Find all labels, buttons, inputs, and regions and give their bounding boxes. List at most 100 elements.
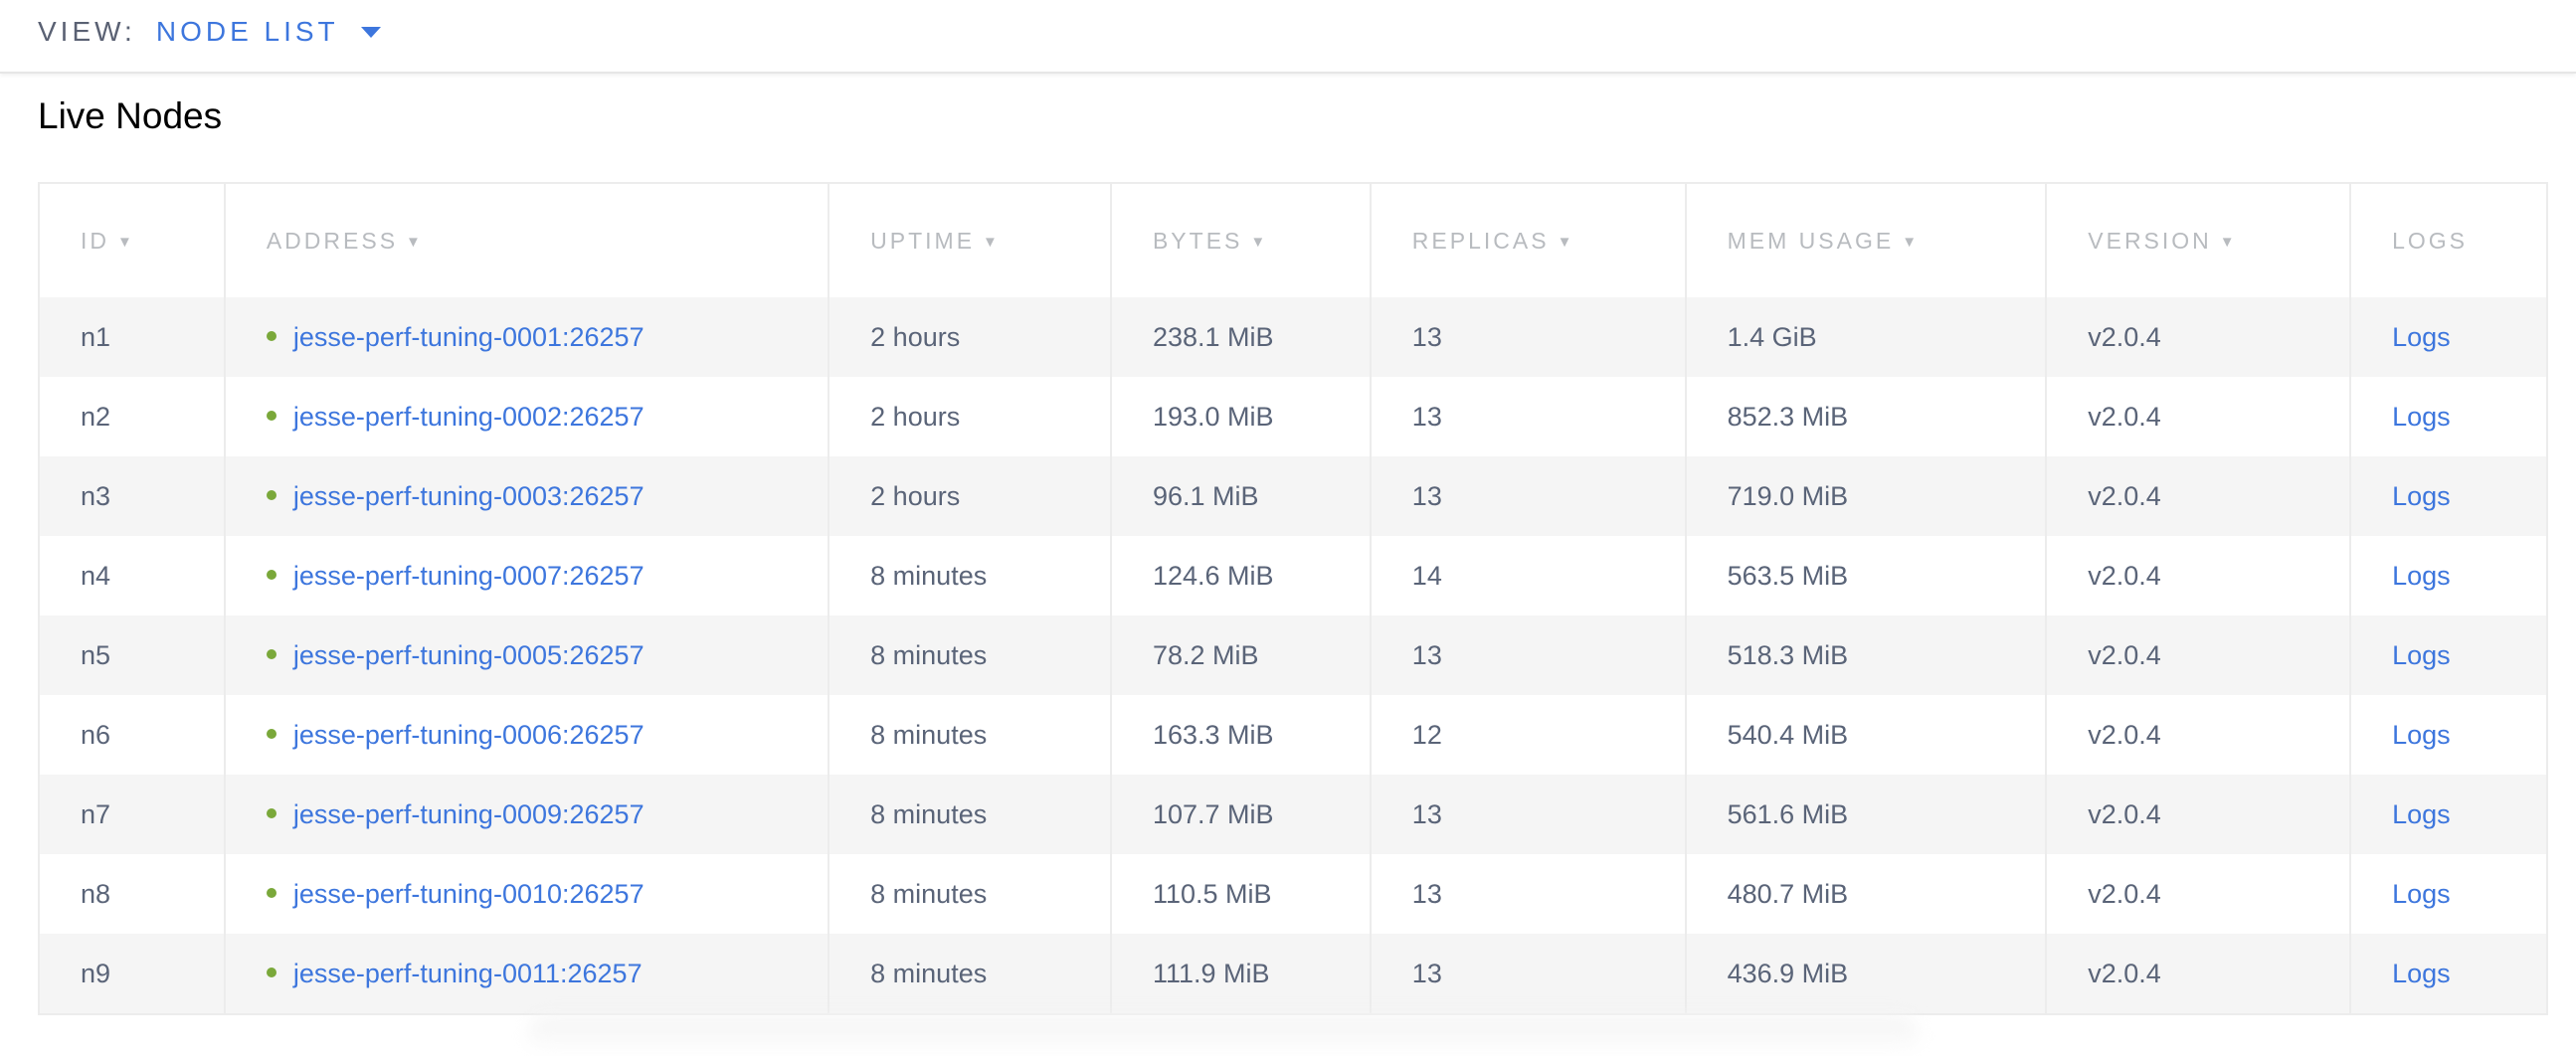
logs-link[interactable]: Logs <box>2392 719 2451 750</box>
column-header-label: VERSION <box>2088 227 2212 254</box>
logs-link[interactable]: Logs <box>2392 480 2451 511</box>
node-address-link[interactable]: jesse-perf-tuning-0010:26257 <box>292 878 644 909</box>
logs-link[interactable]: Logs <box>2392 639 2451 670</box>
view-dropdown[interactable]: NODE LIST <box>156 16 381 48</box>
cell-mem: 1.4 GiB <box>1684 297 2047 377</box>
logs-link[interactable]: Logs <box>2392 798 2451 829</box>
cell-id: n2 <box>38 377 225 456</box>
table-row: n5 jesse-perf-tuning-0005:26257 8 minutes 7… <box>38 616 2547 695</box>
cell-address: jesse-perf-tuning-0009:26257 <box>223 775 829 854</box>
cell-mem: 719.0 MiB <box>1684 456 2047 536</box>
cell-logs: Logs <box>2349 456 2547 536</box>
view-label: VIEW: <box>38 16 136 47</box>
column-header-id[interactable]: ID ▼ <box>38 183 225 297</box>
cell-address: jesse-perf-tuning-0003:26257 <box>223 456 829 536</box>
view-selector: VIEW: NODE LIST <box>38 16 381 48</box>
table-header-row: ID ▼ ADDRESS ▼ UPTIME ▼ BYTES ▼ REPLICAS ▼ MEM USA… <box>38 183 2547 297</box>
cell-id: n5 <box>38 616 225 695</box>
sort-arrow-icon[interactable]: ▼ <box>1557 233 1575 251</box>
cell-uptime: 2 hours <box>828 297 1111 377</box>
table-row: n7 jesse-perf-tuning-0009:26257 8 minutes 1… <box>38 775 2547 854</box>
sort-arrow-icon[interactable]: ▼ <box>1250 233 1269 251</box>
cell-id: n3 <box>38 456 225 536</box>
status-live-dot-icon <box>266 331 276 342</box>
cell-replicas: 13 <box>1369 456 1686 536</box>
page-title: Live Nodes <box>38 95 223 136</box>
cell-uptime: 8 minutes <box>828 616 1111 695</box>
cell-logs: Logs <box>2349 775 2547 854</box>
node-address-link[interactable]: jesse-perf-tuning-0009:26257 <box>292 798 644 829</box>
column-header-label: BYTES <box>1152 227 1243 254</box>
cell-version: v2.0.4 <box>2045 536 2351 616</box>
column-header-bytes[interactable]: BYTES ▼ <box>1109 183 1371 297</box>
nodes-table: ID ▼ ADDRESS ▼ UPTIME ▼ BYTES ▼ REPLICAS ▼ MEM USA… <box>38 182 2548 1015</box>
table-body: n1 jesse-perf-tuning-0001:26257 2 hours 238… <box>38 297 2547 1014</box>
logs-link[interactable]: Logs <box>2392 401 2451 432</box>
table-row: n8 jesse-perf-tuning-0010:26257 8 minutes 1… <box>38 854 2547 934</box>
cell-replicas: 13 <box>1369 854 1686 934</box>
sort-arrow-icon[interactable]: ▼ <box>1902 233 1921 251</box>
cell-version: v2.0.4 <box>2045 377 2351 456</box>
logs-link[interactable]: Logs <box>2392 958 2451 988</box>
node-address-link[interactable]: jesse-perf-tuning-0007:26257 <box>292 560 644 591</box>
node-address-link[interactable]: jesse-perf-tuning-0005:26257 <box>292 639 644 670</box>
cell-version: v2.0.4 <box>2045 775 2351 854</box>
column-header-label: UPTIME <box>870 227 976 254</box>
view-bar: VIEW: NODE LIST <box>0 0 2576 74</box>
sort-arrow-icon[interactable]: ▼ <box>406 233 424 251</box>
cell-uptime: 8 minutes <box>828 536 1111 616</box>
status-live-dot-icon <box>266 490 276 501</box>
cell-uptime: 8 minutes <box>828 775 1111 854</box>
table-row: n3 jesse-perf-tuning-0003:26257 2 hours 96.… <box>38 456 2547 536</box>
column-header-label: MEM USAGE <box>1727 227 1895 254</box>
cell-replicas: 14 <box>1369 536 1686 616</box>
column-header-label: LOGS <box>2392 227 2468 254</box>
status-live-dot-icon <box>266 649 276 660</box>
column-header-version[interactable]: VERSION ▼ <box>2045 183 2351 297</box>
cell-logs: Logs <box>2349 695 2547 775</box>
cell-replicas: 13 <box>1369 297 1686 377</box>
cell-address: jesse-perf-tuning-0006:26257 <box>223 695 829 775</box>
column-header-address[interactable]: ADDRESS ▼ <box>223 183 829 297</box>
cell-replicas: 13 <box>1369 775 1686 854</box>
view-dropdown-value: NODE LIST <box>155 16 339 47</box>
node-address-link[interactable]: jesse-perf-tuning-0011:26257 <box>292 958 643 988</box>
status-live-dot-icon <box>266 968 276 978</box>
cell-version: v2.0.4 <box>2045 695 2351 775</box>
cell-logs: Logs <box>2349 536 2547 616</box>
logs-link[interactable]: Logs <box>2392 321 2451 352</box>
node-address-link[interactable]: jesse-perf-tuning-0006:26257 <box>292 719 644 750</box>
cell-uptime: 2 hours <box>828 377 1111 456</box>
node-address-link[interactable]: jesse-perf-tuning-0003:26257 <box>292 480 644 511</box>
node-address-link[interactable]: jesse-perf-tuning-0002:26257 <box>292 401 644 432</box>
cell-mem: 563.5 MiB <box>1684 536 2047 616</box>
cell-replicas: 12 <box>1369 695 1686 775</box>
status-live-dot-icon <box>266 808 276 819</box>
column-header-label: ID <box>81 227 109 254</box>
cell-address: jesse-perf-tuning-0005:26257 <box>223 616 829 695</box>
cell-mem: 852.3 MiB <box>1684 377 2047 456</box>
cell-logs: Logs <box>2349 377 2547 456</box>
cell-uptime: 8 minutes <box>828 854 1111 934</box>
cell-mem: 540.4 MiB <box>1684 695 2047 775</box>
sort-arrow-icon[interactable]: ▼ <box>2219 233 2238 251</box>
cell-mem: 561.6 MiB <box>1684 775 2047 854</box>
node-address-link[interactable]: jesse-perf-tuning-0001:26257 <box>292 321 644 352</box>
sort-arrow-icon[interactable]: ▼ <box>117 233 135 251</box>
cell-address: jesse-perf-tuning-0007:26257 <box>223 536 829 616</box>
cell-bytes: 124.6 MiB <box>1109 536 1371 616</box>
cell-version: v2.0.4 <box>2045 616 2351 695</box>
table-row: n9 jesse-perf-tuning-0011:26257 8 minutes 1… <box>38 934 2547 1014</box>
cell-id: n1 <box>38 297 225 377</box>
cell-uptime: 8 minutes <box>828 934 1111 1014</box>
column-header-mem-usage[interactable]: MEM USAGE ▼ <box>1684 183 2047 297</box>
cell-version: v2.0.4 <box>2045 934 2351 1014</box>
cell-bytes: 111.9 MiB <box>1109 934 1371 1014</box>
logs-link[interactable]: Logs <box>2392 560 2451 591</box>
column-header-replicas[interactable]: REPLICAS ▼ <box>1369 183 1686 297</box>
sort-arrow-icon[interactable]: ▼ <box>983 233 1001 251</box>
column-header-uptime[interactable]: UPTIME ▼ <box>828 183 1111 297</box>
cell-id: n8 <box>38 854 225 934</box>
status-live-dot-icon <box>266 729 276 740</box>
logs-link[interactable]: Logs <box>2392 878 2451 909</box>
